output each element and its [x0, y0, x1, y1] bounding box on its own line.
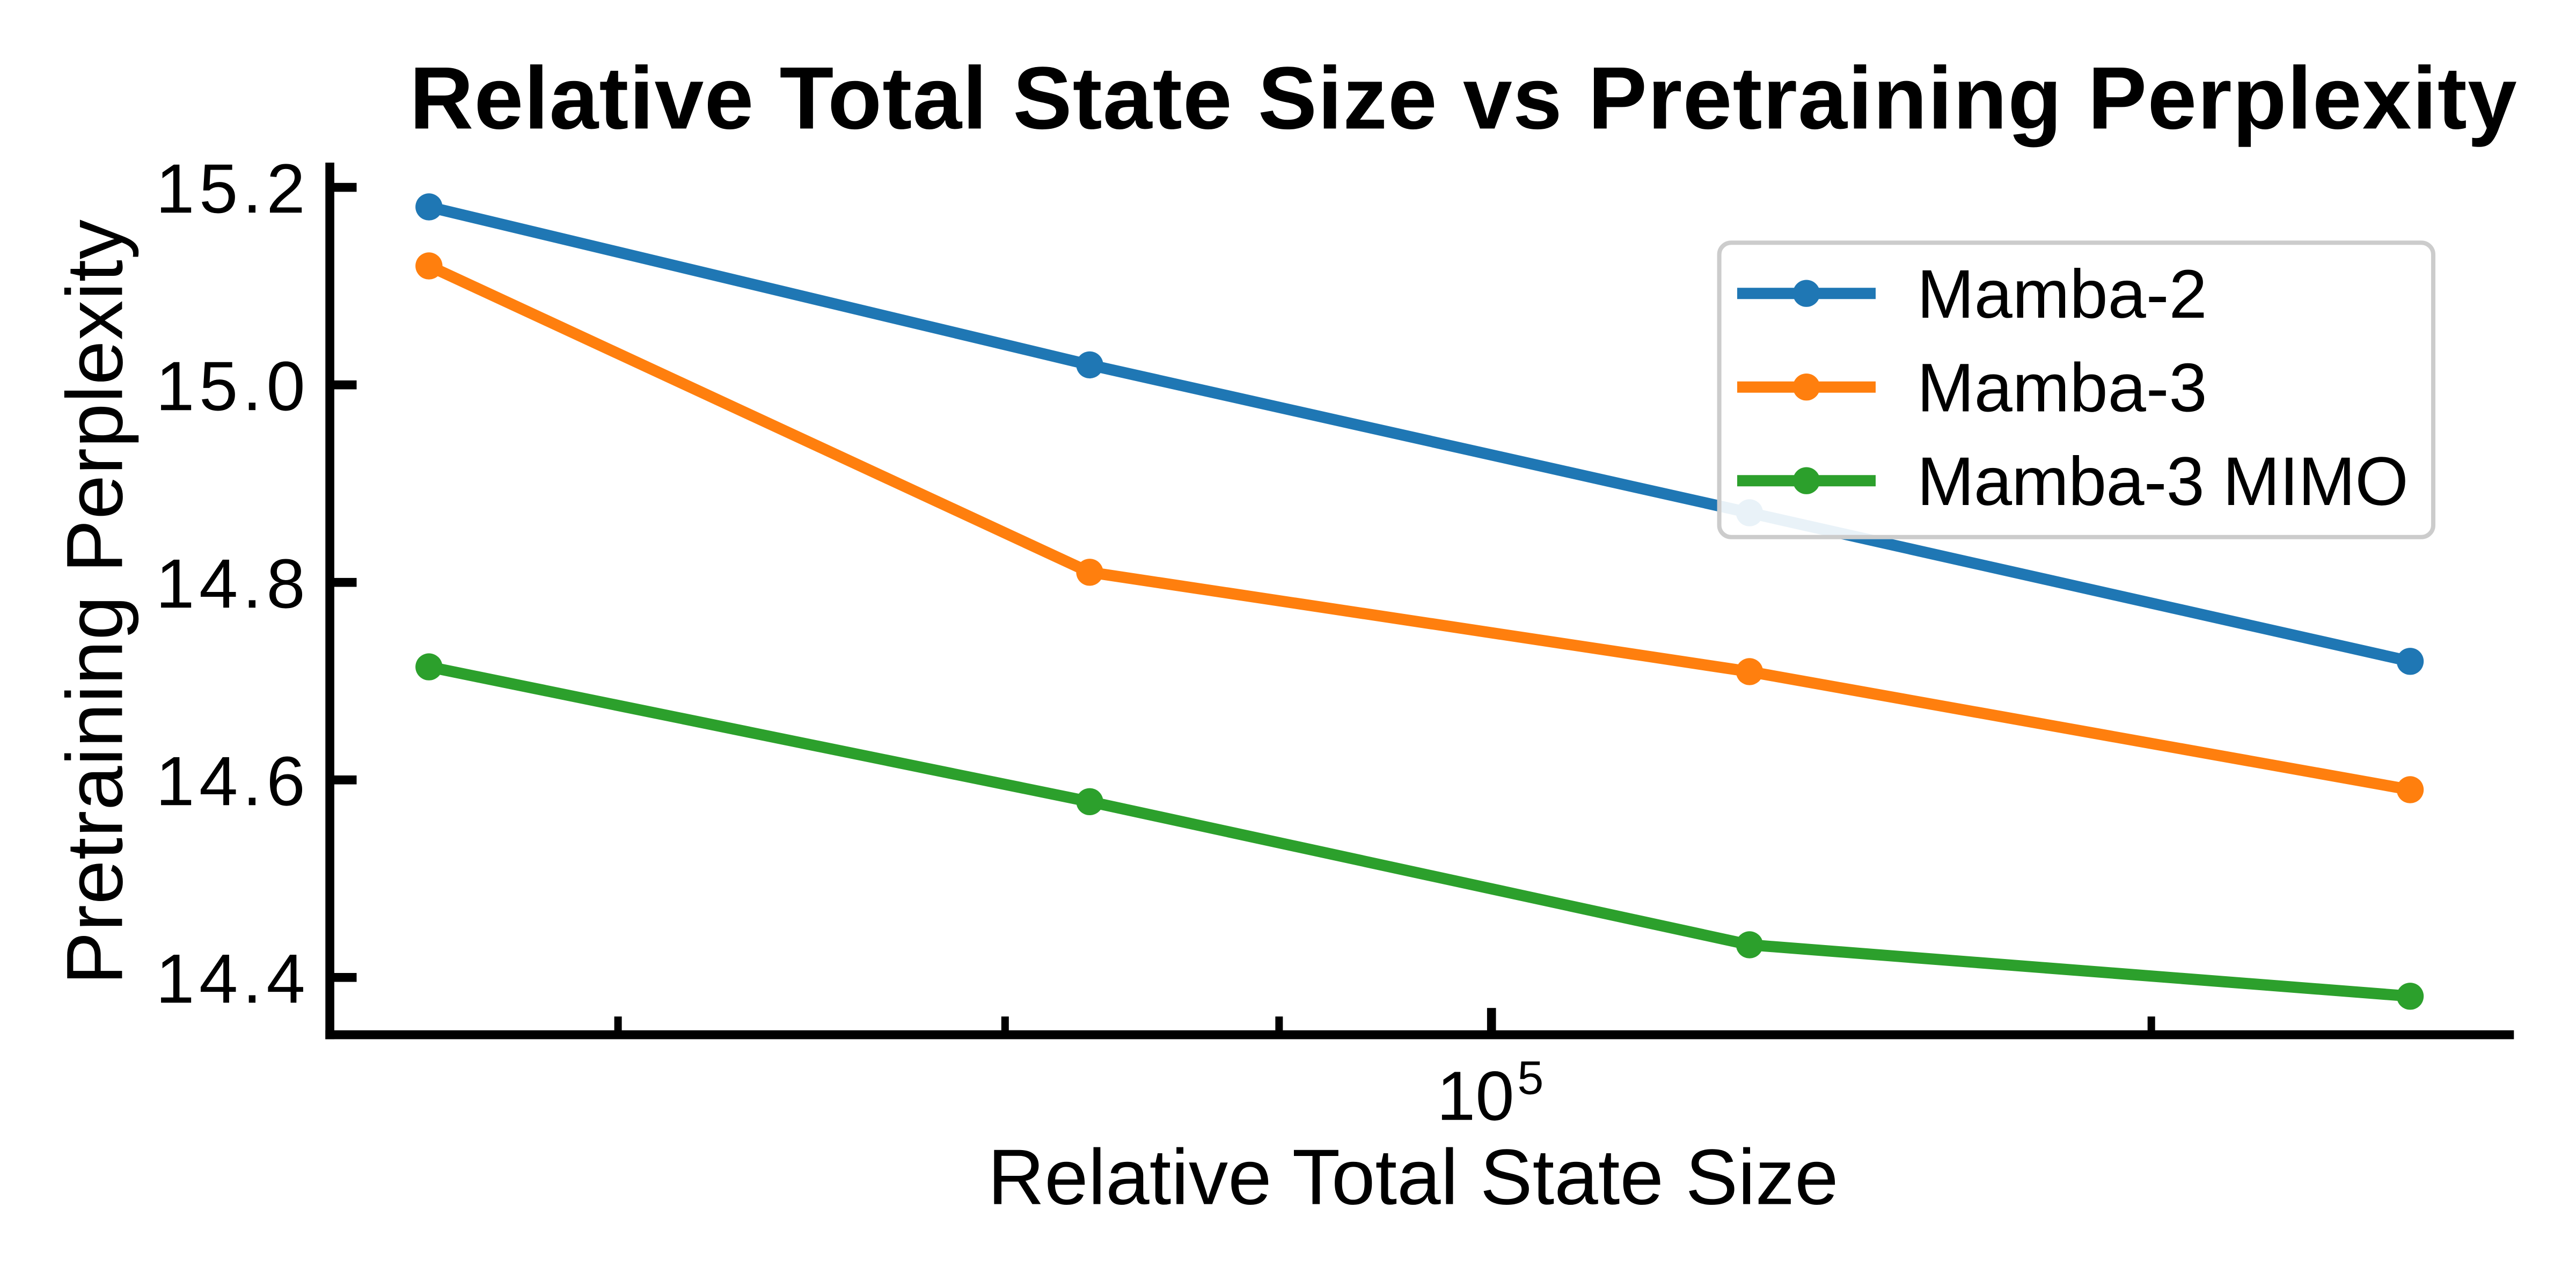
svg-text:Mamba-2: Mamba-2	[1917, 256, 2207, 333]
svg-text:10: 10	[1437, 1057, 1514, 1135]
svg-text:Relative Total State Size: Relative Total State Size	[987, 1133, 1838, 1221]
svg-text:5: 5	[1517, 1051, 1543, 1104]
svg-text:14.4: 14.4	[156, 939, 310, 1018]
svg-text:15.2: 15.2	[156, 149, 310, 228]
svg-text:Mamba-3 MIMO: Mamba-3 MIMO	[1917, 443, 2408, 520]
svg-text:14.8: 14.8	[156, 544, 310, 623]
svg-text:Relative Total State Size vs P: Relative Total State Size vs Pretraining…	[409, 49, 2518, 148]
svg-text:15.0: 15.0	[156, 347, 310, 425]
svg-text:Mamba-3: Mamba-3	[1917, 350, 2207, 427]
svg-text:Pretraining Perplexity: Pretraining Perplexity	[50, 219, 139, 985]
svg-text:14.6: 14.6	[156, 742, 310, 820]
